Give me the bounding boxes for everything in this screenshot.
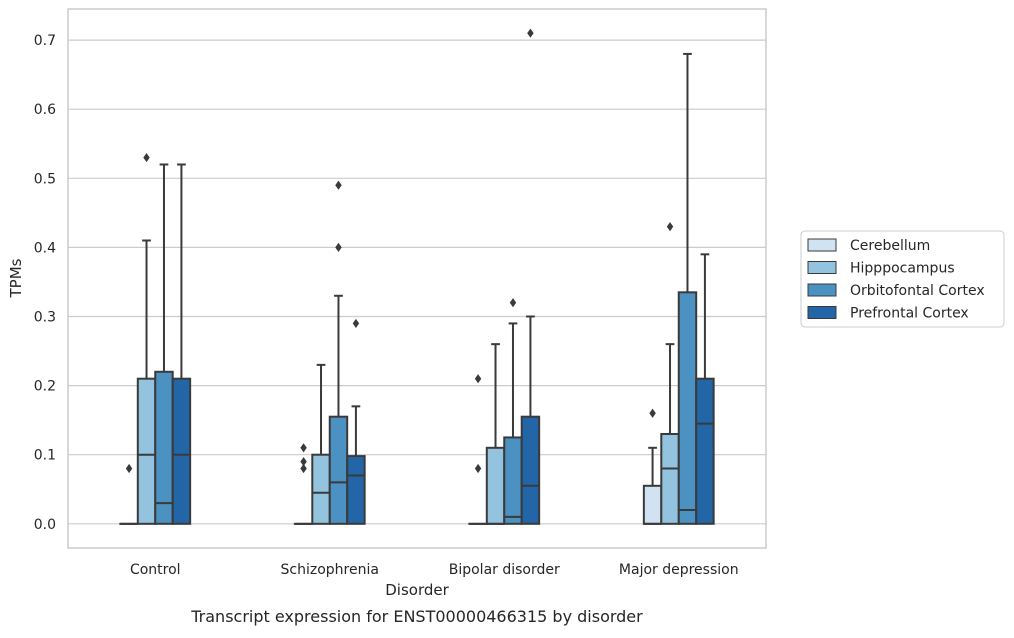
y-axis-label: TPMs [7, 258, 25, 298]
box-body [173, 379, 190, 524]
y-tick-label: 0.0 [34, 517, 56, 533]
legend-label: Orbitofontal Cortex [850, 283, 985, 299]
chart-title: Transcript expression for ENST0000046631… [190, 607, 643, 626]
x-axis-label: Disorder [385, 581, 449, 599]
x-tick-label: Major depression [619, 562, 739, 578]
box-body [155, 372, 172, 524]
box-body [487, 448, 504, 524]
y-tick-label: 0.2 [34, 379, 56, 395]
y-tick-label: 0.6 [34, 102, 56, 118]
legend-label: Prefrontal Cortex [850, 306, 969, 322]
legend: Cerebellum Hipppocampus Orbitofontal Corte… [801, 231, 1004, 327]
box-body [661, 434, 678, 524]
box-body [696, 379, 713, 524]
legend-swatch [808, 284, 836, 296]
legend-swatch [808, 239, 836, 251]
y-tick-label: 0.5 [34, 171, 56, 187]
x-tick-labels: Control Schizophrenia Bipolar disorder Majo… [130, 562, 739, 578]
legend-label: Cerebellum [850, 238, 930, 254]
box-body [644, 486, 661, 524]
box-body [138, 379, 155, 524]
legend-label: Hipppocampus [850, 261, 955, 277]
x-tick-label: Bipolar disorder [449, 562, 560, 578]
box-body [504, 437, 521, 523]
y-tick-label: 0.7 [34, 33, 56, 49]
box-body [679, 292, 696, 523]
legend-swatch [808, 262, 836, 274]
box-body [330, 417, 347, 524]
x-tick-label: Schizophrenia [281, 562, 379, 578]
y-tick-label: 0.3 [34, 310, 56, 326]
box-body [312, 455, 329, 524]
y-tick-labels: 0.0 0.1 0.2 0.3 0.4 0.5 0.6 0.7 [34, 33, 56, 533]
y-tick-label: 0.4 [34, 240, 56, 256]
box-body [522, 417, 539, 524]
box-body [347, 456, 364, 524]
x-tick-label: Control [130, 562, 181, 578]
y-tick-label: 0.1 [34, 448, 56, 464]
legend-swatch [808, 307, 836, 319]
